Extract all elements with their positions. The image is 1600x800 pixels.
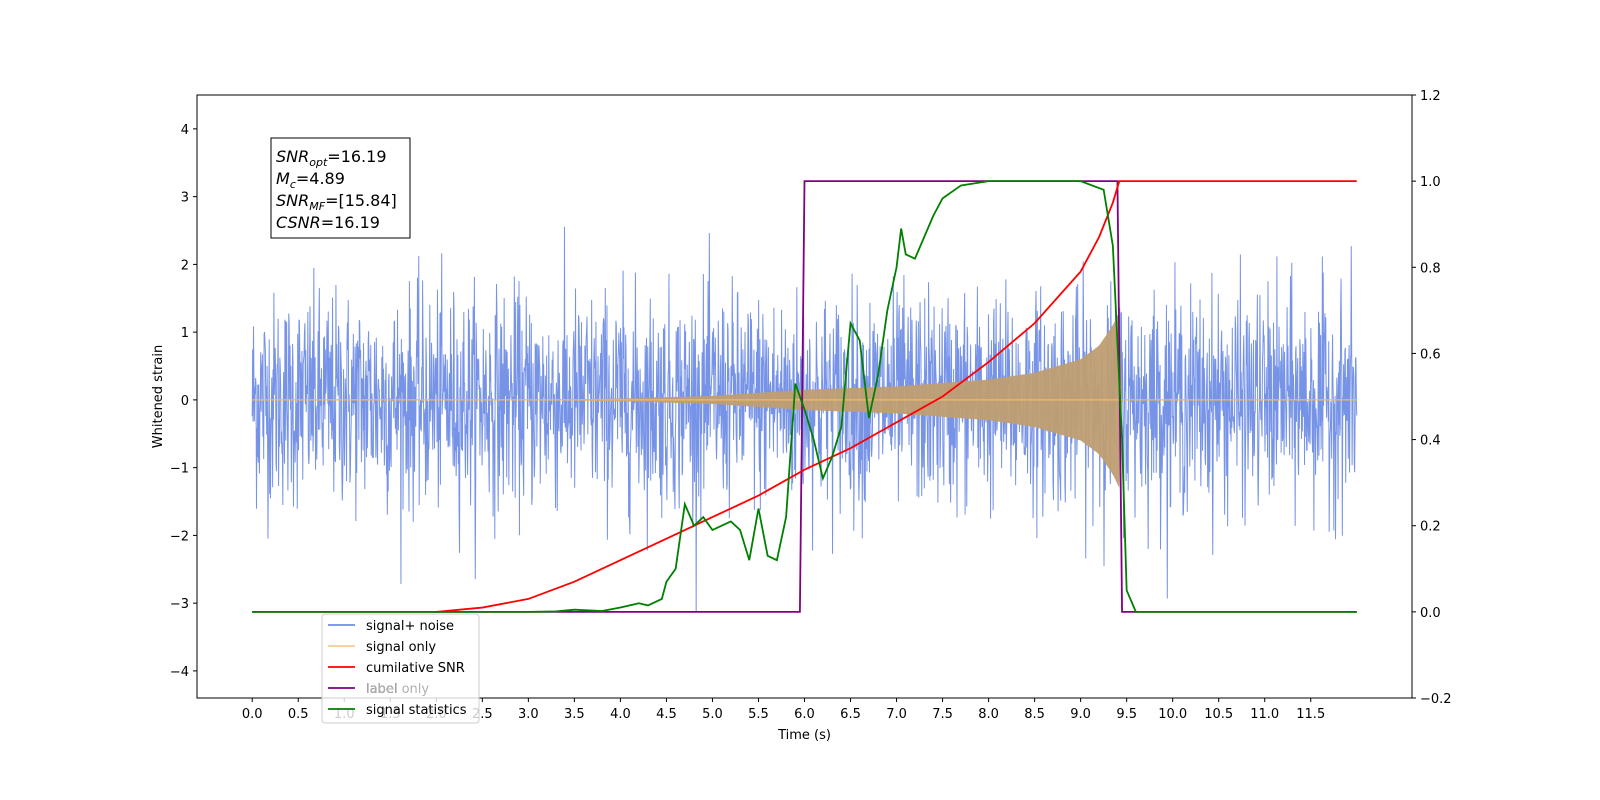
x-tick-label: 5.0 (702, 707, 723, 722)
x-tick-label: 9.5 (1116, 707, 1137, 722)
x-tick-label: 4.5 (656, 707, 677, 722)
y2-tick-label: 0.8 (1420, 261, 1441, 276)
x-tick-label: 9.0 (1070, 707, 1091, 722)
y-tick-label: −2 (170, 529, 189, 544)
annotation-box: SNRopt=16.19Mc=4.89SNRMF=[15.84]CSNR=16.… (270, 137, 411, 239)
x-tick-label: 11.0 (1250, 707, 1279, 722)
annotation-line: CSNR=16.19 (276, 213, 380, 232)
series-cumulative-snr (436, 180, 1357, 613)
y2-tick-label: 0.0 (1420, 606, 1441, 621)
annotation-line: SNRopt=16.19 (276, 147, 387, 169)
annotation-frame (270, 137, 411, 239)
y-tick-label: 0 (181, 394, 189, 409)
x-tick-label: 7.0 (886, 707, 907, 722)
legend: signal+ noise signal only cumilative SNR la… (321, 613, 480, 724)
y-tick-label: 4 (181, 123, 189, 138)
x-tick-label: 8.0 (978, 707, 999, 722)
annotation-line: SNRMF=[15.84] (276, 191, 397, 213)
y-tick-label: 2 (181, 258, 189, 273)
x-tick-label: 0.0 (242, 707, 263, 722)
x-tick-label: 10.0 (1158, 707, 1187, 722)
annotation-line: Mc=4.89 (276, 169, 345, 191)
x-tick-label: 3.5 (564, 707, 585, 722)
y-axis-right: −0.2 0.0 0.2 0.4 0.6 0.8 1.0 1.2 (1412, 89, 1452, 707)
y2-tick-label: 0.6 (1420, 347, 1441, 362)
y-tick-label: −1 (170, 462, 189, 477)
x-tick-label: 10.5 (1204, 707, 1233, 722)
x-tick-label: 11.5 (1296, 707, 1325, 722)
y-tick-label: 1 (181, 326, 189, 341)
legend-entry: label (366, 682, 397, 697)
plot-area (251, 180, 1358, 613)
x-tick-label: 3.0 (518, 707, 539, 722)
series-signal-statistics (252, 180, 1357, 613)
x-tick-label: 6.0 (794, 707, 815, 722)
y-tick-label: −3 (170, 597, 189, 612)
y2-tick-label: 0.2 (1420, 520, 1441, 535)
y2-tick-label: 1.0 (1420, 175, 1441, 190)
legend-entry: label only (366, 682, 429, 697)
legend-frame (321, 613, 480, 724)
y2-tick-label: 1.2 (1420, 89, 1441, 104)
x-tick-label: 5.5 (748, 707, 769, 722)
x-tick-label: 8.5 (1024, 707, 1045, 722)
y-axis-left: −4 −3 −2 −1 0 1 2 3 4 (170, 123, 197, 680)
legend-entry: signal statistics (366, 703, 467, 718)
x-tick-label: 7.5 (932, 707, 953, 722)
legend-entry: signal only (366, 640, 436, 655)
y-tick-label: −4 (170, 665, 189, 680)
x-tick-label: 6.5 (840, 707, 861, 722)
legend-entry: cumilative SNR (366, 661, 465, 676)
y-tick-label: 3 (181, 191, 189, 206)
y2-tick-label: −0.2 (1420, 692, 1452, 707)
y2-tick-label: 0.4 (1420, 434, 1441, 449)
x-tick-label: 0.5 (288, 707, 309, 722)
y-axis-label: Whitened strain (151, 345, 166, 448)
legend-entry: signal+ noise (366, 619, 454, 634)
x-axis-label: Time (s) (777, 728, 831, 743)
x-tick-label: 4.0 (610, 707, 631, 722)
